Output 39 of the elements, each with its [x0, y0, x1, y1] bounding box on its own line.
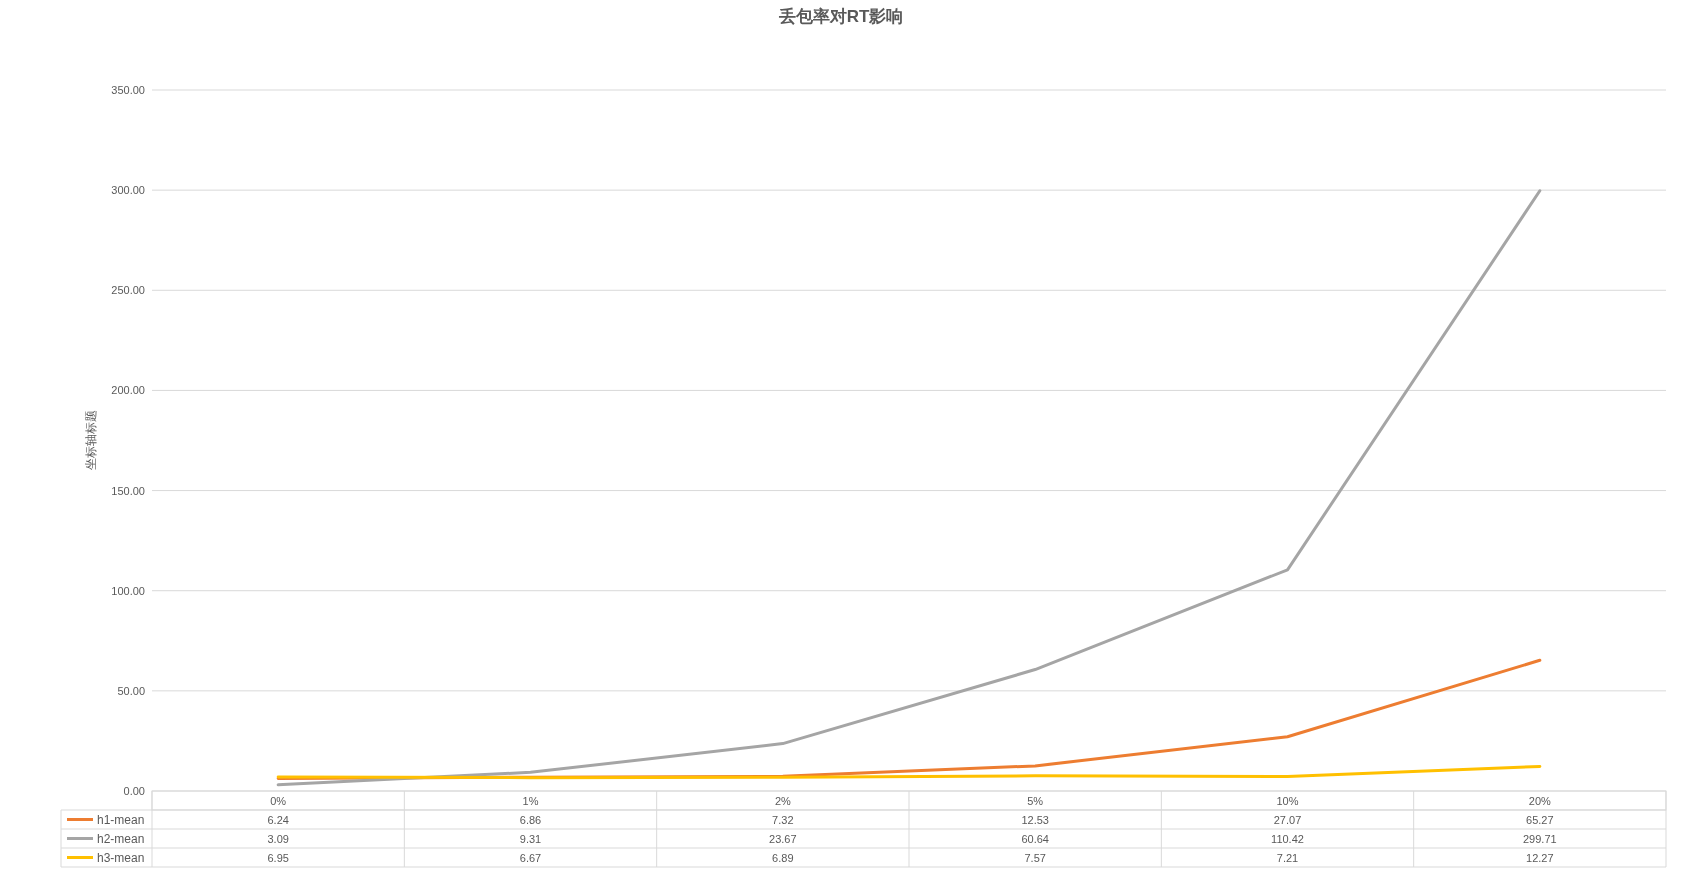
data-label: 60.64	[1021, 833, 1049, 845]
data-label: 7.32	[772, 814, 794, 826]
line-series	[276, 764, 1542, 780]
data-label: 27.07	[1273, 814, 1302, 826]
data-label: 299.71	[1523, 833, 1557, 845]
data-label: 6.67	[519, 852, 542, 864]
data-label: 6.24	[267, 814, 289, 826]
x-tick-label: 20%	[1528, 795, 1552, 807]
y-tick-label: 150.00	[111, 484, 145, 497]
y-tick-label: 50.00	[117, 684, 145, 697]
line-series	[276, 189, 1542, 787]
data-label: 6.86	[519, 814, 542, 826]
y-tick-label: 100.00	[111, 584, 145, 597]
x-tick-label: 1%	[522, 795, 539, 807]
data-label: 65.27	[1526, 814, 1554, 826]
y-tick-label: 200.00	[111, 384, 145, 397]
data-label: 6.89	[772, 852, 794, 864]
x-tick-label: 10%	[1276, 795, 1299, 807]
legend-label: h1-mean	[97, 813, 145, 827]
data-label: 12.53	[1021, 814, 1049, 826]
y-tick-label: 0.00	[123, 785, 145, 797]
data-label: 3.09	[267, 833, 289, 845]
x-tick-label: 2%	[774, 795, 791, 807]
data-label: 7.21	[1276, 852, 1299, 864]
data-label: 12.27	[1526, 852, 1554, 864]
data-label: 7.57	[1024, 852, 1046, 864]
data-label: 110.42	[1271, 833, 1304, 845]
x-tick-label: 5%	[1027, 795, 1044, 807]
y-tick-label: 250.00	[111, 284, 145, 297]
data-label: 6.95	[267, 852, 289, 864]
y-tick-label: 350.00	[111, 84, 145, 96]
legend-label: h3-mean	[97, 851, 145, 865]
data-label: 23.67	[769, 833, 797, 845]
data-label: 9.31	[519, 833, 542, 845]
y-tick-label: 300.00	[111, 184, 145, 197]
chart-title: 丢包率对RT影响	[777, 7, 904, 26]
x-tick-label: 0%	[270, 795, 287, 807]
legend-label: h2-mean	[97, 832, 145, 846]
y-axis-title: 坐标轴标题	[84, 410, 98, 470]
